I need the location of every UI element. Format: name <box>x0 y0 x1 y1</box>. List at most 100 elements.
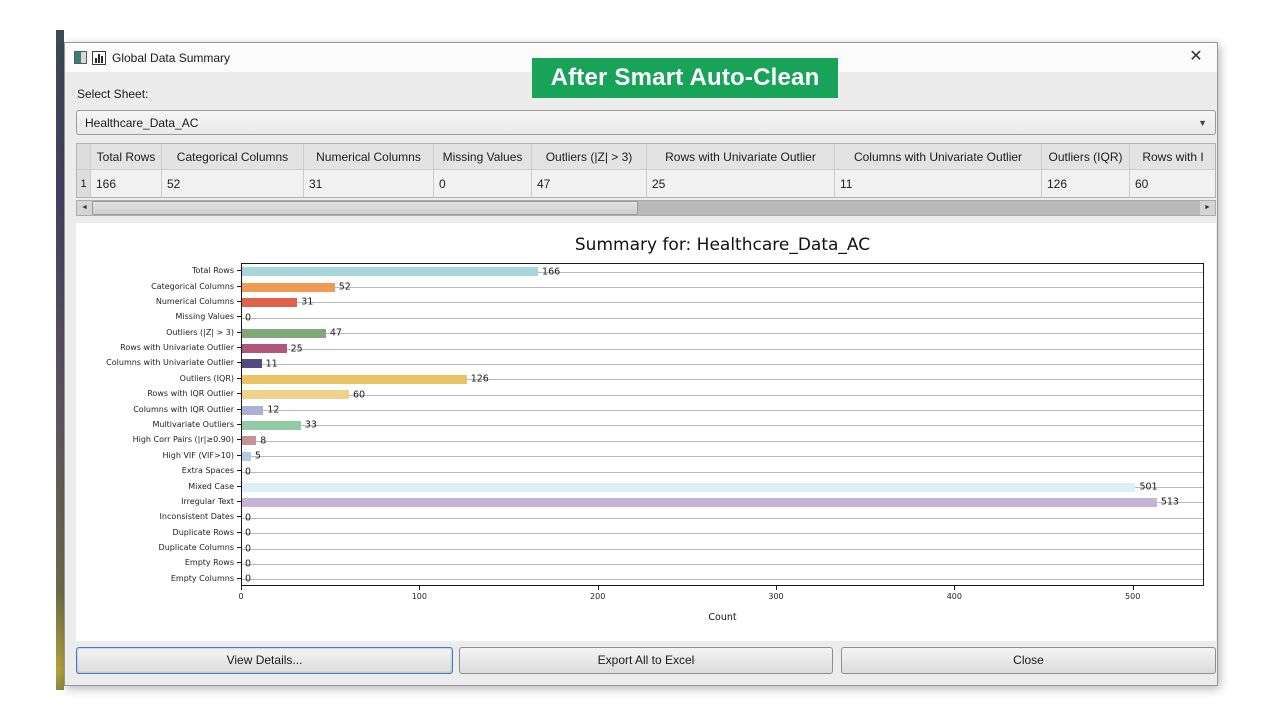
scroll-left-arrow-icon[interactable]: ◄ <box>77 201 92 215</box>
x-tick-mark <box>241 586 242 590</box>
table-cell[interactable]: 47 <box>532 170 647 197</box>
y-axis-category-label: Numerical Columns <box>76 294 241 309</box>
bar-value-label: 12 <box>267 404 280 416</box>
export-all-to-excel-button[interactable]: Export All to Excel <box>459 647 833 674</box>
bar <box>242 405 264 415</box>
x-tick-label: 100 <box>411 592 427 601</box>
bar-value-label: 0 <box>245 573 252 585</box>
bar <box>242 344 287 354</box>
chart-row: 0 <box>242 541 1203 556</box>
category-label-text: Extra Spaces <box>181 466 234 476</box>
chevron-down-icon: ▼ <box>1198 117 1207 128</box>
table-corner-cell <box>77 144 91 170</box>
chart-row: 31 <box>242 295 1203 310</box>
after-smart-auto-clean-banner: After Smart Auto-Clean <box>532 58 838 98</box>
x-tick-mark <box>954 586 956 590</box>
chart-row: 5 <box>242 449 1203 464</box>
table-cell[interactable]: 126 <box>1042 170 1130 197</box>
bar <box>242 267 539 277</box>
dialog-buttons: View Details... Export All to Excel Clos… <box>76 647 1216 674</box>
bar <box>242 451 251 461</box>
y-tick-mark <box>237 577 241 579</box>
table-header-cell: Outliers (|Z| > 3) <box>532 144 647 170</box>
bar-value-label: 31 <box>301 296 314 308</box>
table-cell[interactable]: 60 <box>1130 170 1215 197</box>
table-cell[interactable]: 166 <box>91 170 162 197</box>
bar <box>242 282 335 292</box>
chart-x-axis-title: Count <box>708 612 737 623</box>
gridline <box>242 440 1203 442</box>
x-tick-label: 400 <box>946 592 962 601</box>
scrollbar-thumb[interactable] <box>92 201 639 215</box>
y-tick-mark <box>237 562 241 564</box>
y-axis-category-label: Duplicate Rows <box>76 524 241 539</box>
y-axis-category-label: Multivariate Outliers <box>76 417 241 432</box>
gridline <box>242 533 1203 535</box>
bar-value-label: 8 <box>260 435 267 447</box>
bar-value-label: 501 <box>1139 481 1158 493</box>
scrollbar-track[interactable] <box>638 201 1200 215</box>
category-label-text: Irregular Text <box>181 496 234 506</box>
table-data-row: 1 166 52 31 0 47 25 11 126 60 <box>77 170 1215 197</box>
chart-row: 60 <box>242 387 1203 402</box>
chart-title: Summary for: Healthcare_Data_AC <box>574 235 871 255</box>
y-axis-category-label: Rows with IQR Outlier <box>76 386 241 401</box>
table-header-cell: Total Rows <box>91 144 162 170</box>
y-tick-mark <box>237 331 241 333</box>
table-cell[interactable]: 25 <box>647 170 835 197</box>
chart-y-axis-labels: Total Rows Categorical Columns Numerical C… <box>76 263 241 586</box>
category-label-text: Inconsistent Dates <box>159 512 234 522</box>
category-label-text: Mixed Case <box>188 481 234 491</box>
bar-value-label: 126 <box>470 373 489 385</box>
bar <box>242 297 298 307</box>
y-tick-mark <box>237 485 241 487</box>
y-axis-category-label: High VIF (VIF>10) <box>76 448 241 463</box>
y-tick-mark <box>237 547 241 549</box>
chart-row: 0 <box>242 556 1203 571</box>
table-cell[interactable]: 0 <box>434 170 532 197</box>
table-header-cell: Rows with I <box>1130 144 1215 170</box>
table-cell[interactable]: 11 <box>835 170 1042 197</box>
chart-row: 0 <box>242 525 1203 540</box>
y-tick-mark <box>237 393 241 395</box>
gridline <box>242 348 1203 350</box>
chart-row: 52 <box>242 279 1203 294</box>
view-details-button[interactable]: View Details... <box>76 647 453 674</box>
gridline <box>242 394 1203 396</box>
bar-value-label: 513 <box>1160 496 1179 508</box>
bar <box>242 374 467 384</box>
close-icon[interactable]: ✕ <box>1189 48 1203 65</box>
summary-chart-figure: Summary for: Healthcare_Data_AC Total Ro… <box>76 223 1216 641</box>
table-header-cell: Categorical Columns <box>162 144 304 170</box>
y-axis-category-label: Extra Spaces <box>76 463 241 478</box>
category-label-text: High Corr Pairs (|r|≥0.90) <box>132 435 234 445</box>
x-tick-label: 500 <box>1125 592 1141 601</box>
table-header-cell: Rows with Univariate Outlier <box>647 144 835 170</box>
y-tick-mark <box>237 454 241 456</box>
chart-row: 166 <box>242 264 1203 279</box>
category-label-text: Columns with Univariate Outlier <box>106 358 234 368</box>
bar <box>242 420 301 430</box>
chart-row: 0 <box>242 310 1203 325</box>
close-button[interactable]: Close <box>841 647 1216 674</box>
category-label-text: Empty Rows <box>184 558 234 568</box>
select-sheet-label: Select Sheet: <box>77 87 149 101</box>
y-axis-category-label: Columns with Univariate Outlier <box>76 355 241 370</box>
gridline <box>242 517 1203 519</box>
table-horizontal-scrollbar[interactable]: ◄ ► <box>76 200 1216 216</box>
y-axis-category-label: High Corr Pairs (|r|≥0.90) <box>76 432 241 447</box>
scroll-right-arrow-icon[interactable]: ► <box>1200 201 1215 215</box>
bar-value-label: 0 <box>245 527 252 539</box>
chart-row: 47 <box>242 326 1203 341</box>
gridline <box>242 333 1203 335</box>
y-tick-mark <box>237 500 241 502</box>
bar-value-label: 11 <box>265 358 278 370</box>
y-axis-category-label: Total Rows <box>76 263 241 278</box>
table-cell[interactable]: 31 <box>304 170 434 197</box>
bar-value-label: 166 <box>542 265 561 277</box>
sheet-dropdown[interactable]: Healthcare_Data_AC ▼ <box>76 110 1216 135</box>
table-cell[interactable]: 52 <box>162 170 304 197</box>
chart-row: 33 <box>242 418 1203 433</box>
chart-row: 0 <box>242 572 1203 587</box>
